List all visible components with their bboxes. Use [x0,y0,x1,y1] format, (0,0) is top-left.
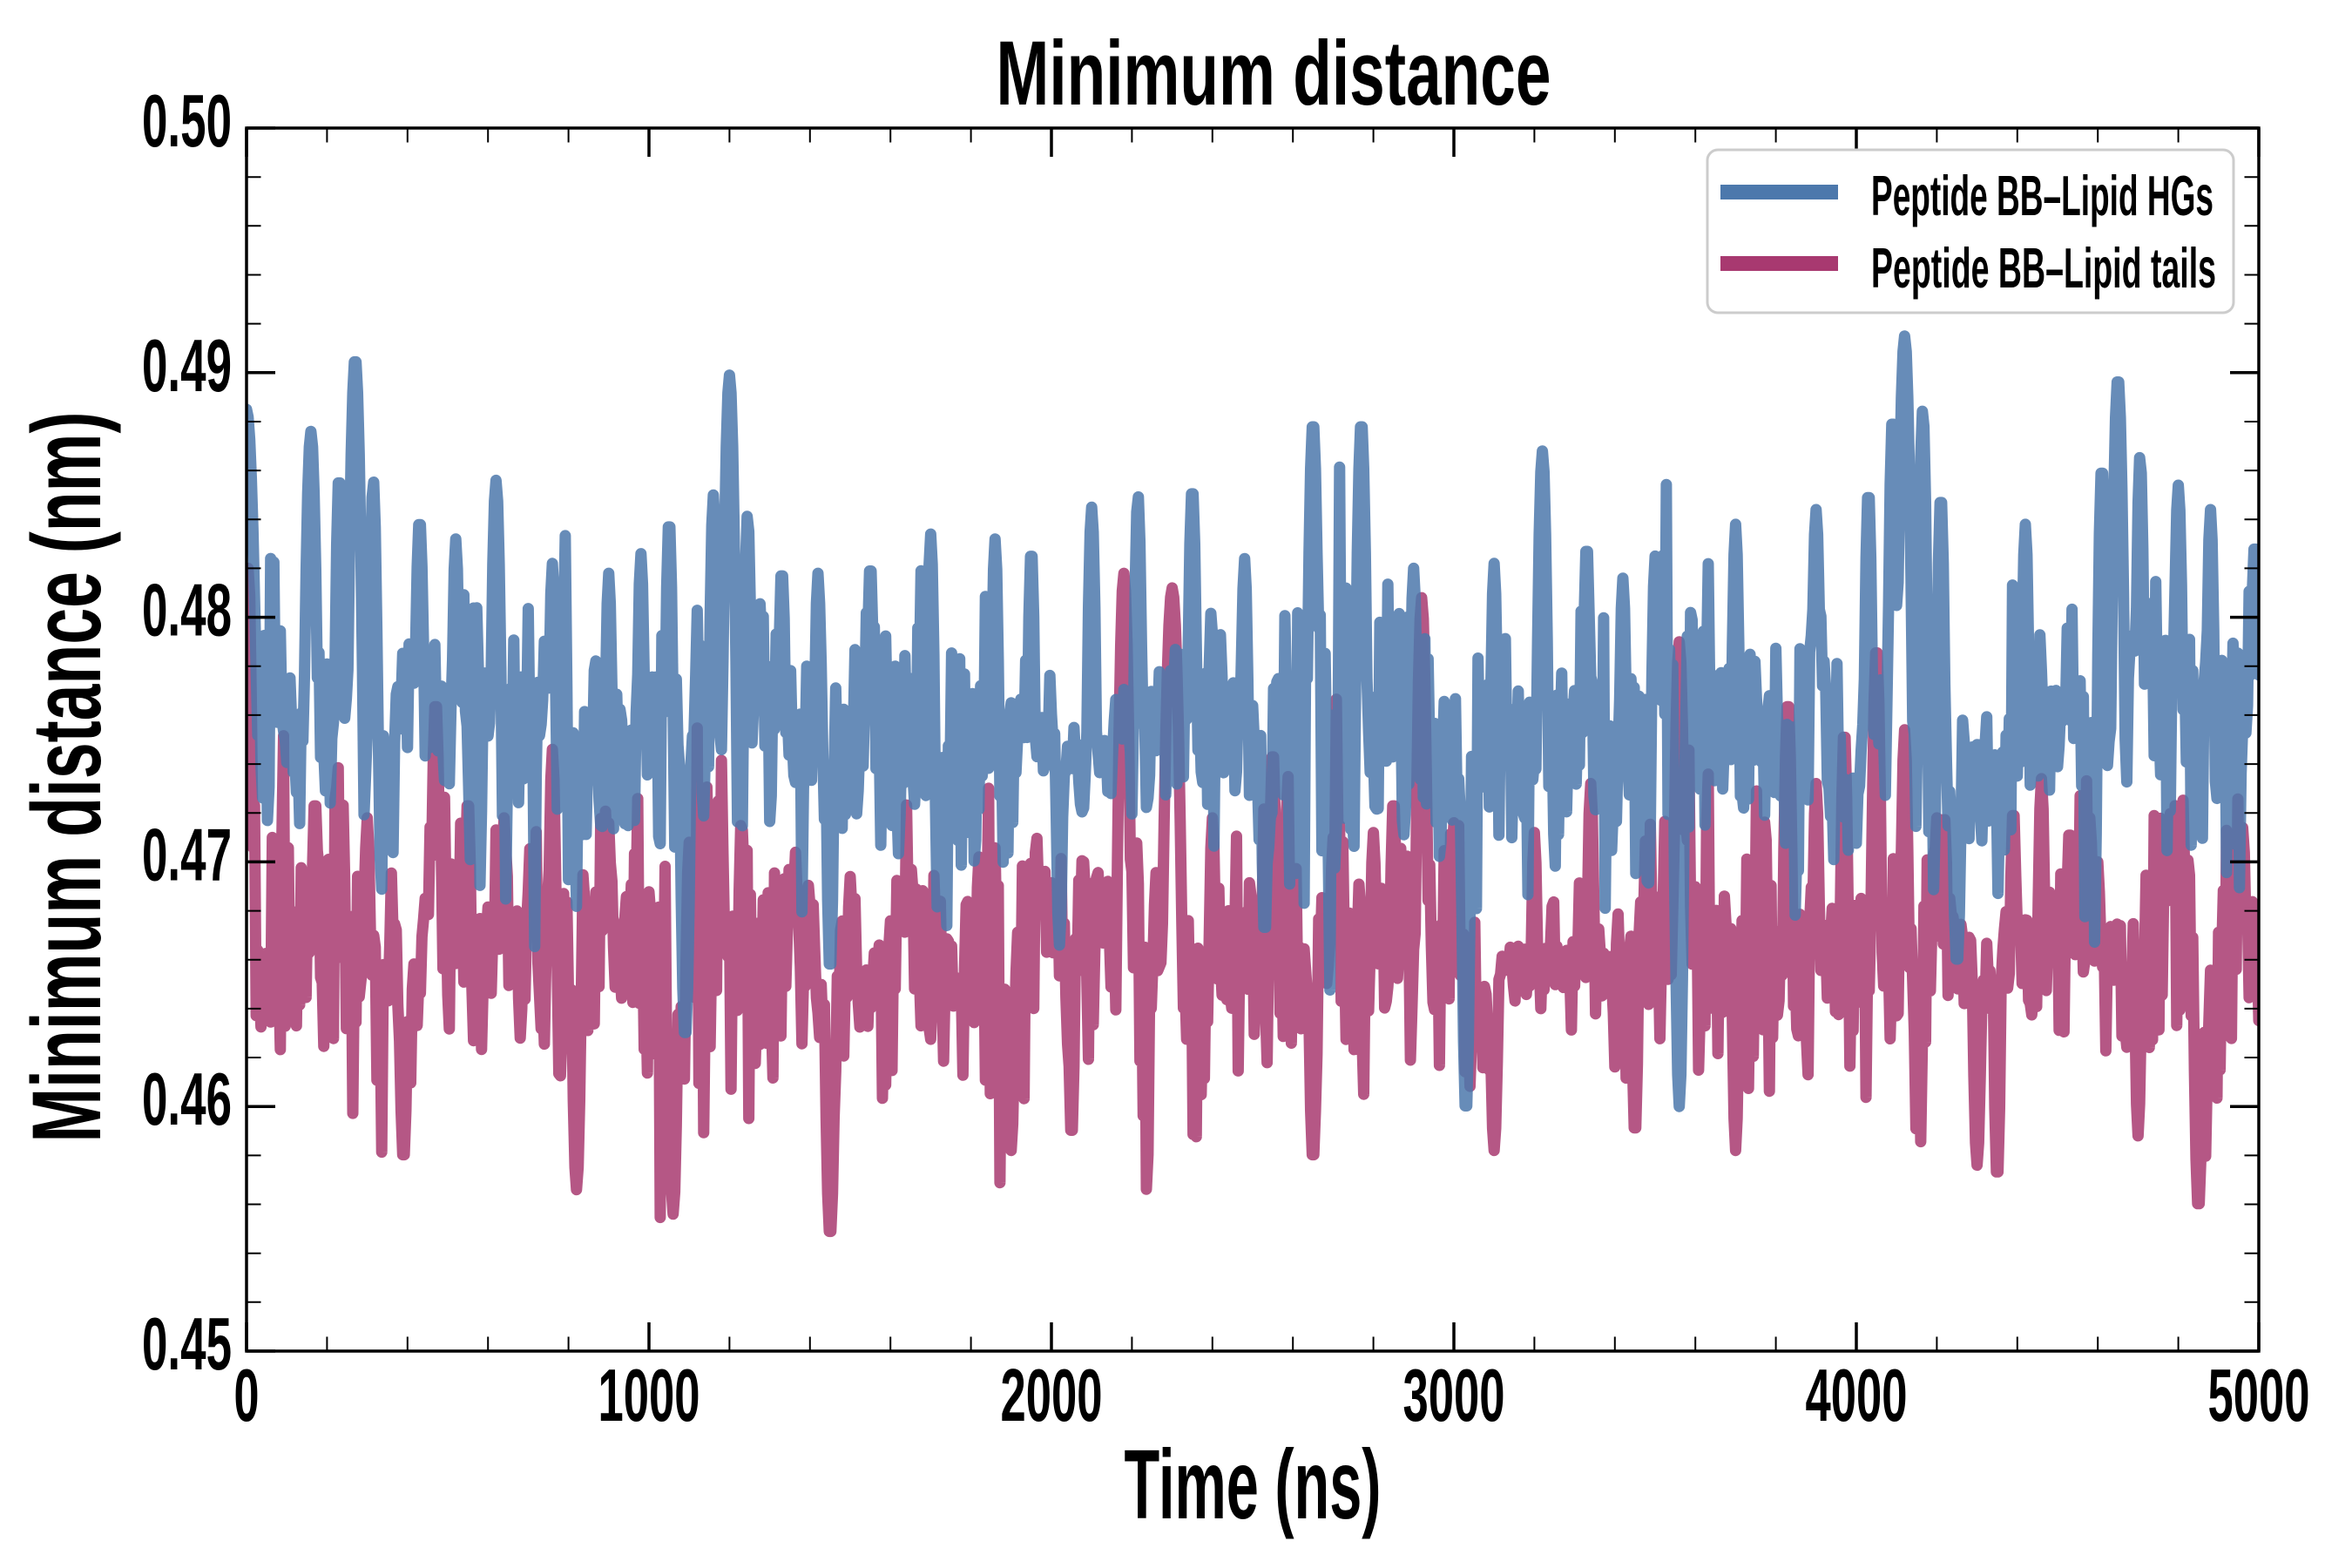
svg-text:0: 0 [234,1355,260,1437]
svg-text:4000: 4000 [1806,1355,1908,1437]
svg-text:3000: 3000 [1403,1355,1505,1437]
svg-text:0.50: 0.50 [142,80,232,163]
svg-text:5000: 5000 [2208,1355,2310,1437]
svg-text:Minimum distance (nm): Minimum distance (nm) [12,412,121,1143]
svg-text:1000: 1000 [598,1355,700,1437]
svg-text:0.48: 0.48 [142,570,232,652]
svg-text:0.49: 0.49 [142,325,232,408]
svg-text:2000: 2000 [1001,1355,1103,1437]
svg-text:Peptide BB–Lipid tails: Peptide BB–Lipid tails [1871,236,2216,300]
svg-text:0.45: 0.45 [142,1303,232,1386]
svg-text:0.47: 0.47 [142,814,232,896]
svg-text:0.46: 0.46 [142,1058,232,1141]
svg-text:Time (ns): Time (ns) [1125,1429,1382,1539]
svg-text:Minimum distance: Minimum distance [997,23,1551,125]
svg-text:Peptide BB–Lipid HGs: Peptide BB–Lipid HGs [1871,164,2213,227]
